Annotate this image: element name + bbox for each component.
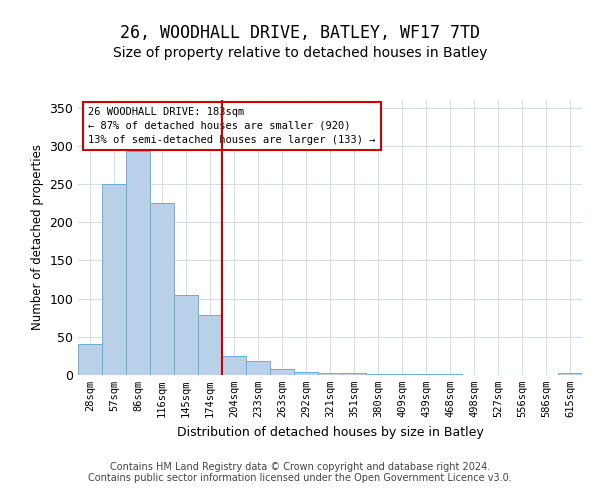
Bar bbox=[390, 374, 414, 375]
Bar bbox=[246, 361, 270, 375]
Bar bbox=[198, 316, 222, 375]
Y-axis label: Number of detached properties: Number of detached properties bbox=[31, 144, 44, 330]
Bar bbox=[102, 184, 126, 375]
Bar bbox=[318, 372, 342, 375]
Bar bbox=[342, 374, 366, 375]
Text: Contains HM Land Registry data © Crown copyright and database right 2024.
Contai: Contains HM Land Registry data © Crown c… bbox=[88, 462, 512, 483]
Bar bbox=[558, 374, 582, 375]
Text: Size of property relative to detached houses in Batley: Size of property relative to detached ho… bbox=[113, 46, 487, 60]
Bar bbox=[78, 344, 102, 375]
Bar bbox=[294, 372, 318, 375]
Bar bbox=[150, 203, 174, 375]
Bar bbox=[222, 356, 246, 375]
X-axis label: Distribution of detached houses by size in Batley: Distribution of detached houses by size … bbox=[176, 426, 484, 438]
Text: 26, WOODHALL DRIVE, BATLEY, WF17 7TD: 26, WOODHALL DRIVE, BATLEY, WF17 7TD bbox=[120, 24, 480, 42]
Bar bbox=[126, 151, 150, 375]
Bar bbox=[414, 374, 438, 375]
Bar bbox=[438, 374, 462, 375]
Bar bbox=[270, 369, 294, 375]
Bar bbox=[366, 374, 390, 375]
Text: 26 WOODHALL DRIVE: 183sqm
← 87% of detached houses are smaller (920)
13% of semi: 26 WOODHALL DRIVE: 183sqm ← 87% of detac… bbox=[88, 107, 376, 145]
Bar bbox=[174, 295, 198, 375]
